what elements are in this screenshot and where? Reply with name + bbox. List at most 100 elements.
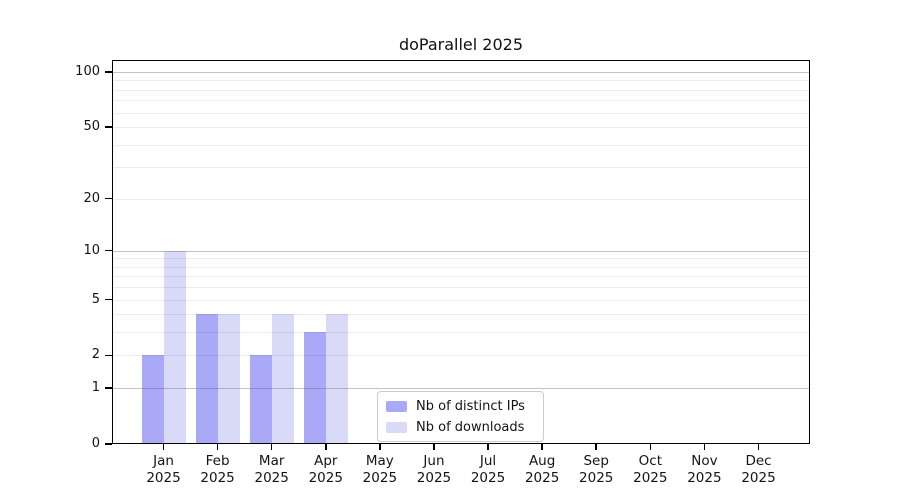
minor-gridline <box>112 167 810 169</box>
x-tick-mark <box>703 444 706 450</box>
distinct-ips-swatch-icon <box>386 400 407 412</box>
y-tick-label: 2 <box>91 347 100 363</box>
bar-jan-distinct-ips <box>141 355 164 444</box>
x-tick-month: Mar <box>258 453 285 469</box>
y-tick-mark <box>105 126 112 128</box>
minor-gridline <box>112 258 810 260</box>
chart-title: doParallel 2025 <box>398 35 524 54</box>
legend-entry-distinct-ips: Nb of distinct IPs <box>386 397 535 415</box>
y-tick-mark <box>105 298 112 301</box>
y-tick-label: 50 <box>83 118 100 134</box>
minor-gridline <box>112 112 810 114</box>
x-tick-label: Nov 2025 <box>672 453 736 487</box>
bar-feb-distinct-ips <box>195 314 218 444</box>
y-tick-label: 5 <box>91 291 100 307</box>
bar-jan-downloads <box>163 250 186 444</box>
x-tick-month: Dec <box>745 453 772 469</box>
x-tick-mark <box>433 444 435 450</box>
x-tick-mark <box>270 444 273 450</box>
y-tick-label: 10 <box>83 242 100 258</box>
x-tick-year: 2025 <box>200 470 235 486</box>
x-tick-mark <box>325 444 327 450</box>
x-tick-label: Feb 2025 <box>186 453 250 487</box>
y-tick-mark <box>105 387 112 389</box>
x-tick-month: Jul <box>479 453 497 469</box>
minor-gridline <box>112 276 810 278</box>
minor-gridline <box>112 332 810 334</box>
bar-apr-distinct-ips <box>303 332 326 444</box>
x-tick-year: 2025 <box>633 470 668 486</box>
x-tick-mark <box>541 444 543 450</box>
bar-feb-downloads <box>217 314 240 444</box>
x-tick-year: 2025 <box>470 470 506 486</box>
x-tick-month: Nov <box>691 453 718 469</box>
y-tick-mark <box>105 71 112 73</box>
minor-gridline <box>112 127 810 128</box>
x-tick-month: Oct <box>638 453 662 469</box>
x-tick-mark <box>379 444 381 450</box>
x-tick-year: 2025 <box>416 470 452 486</box>
major-gridline <box>112 250 810 252</box>
x-tick-label: Oct 2025 <box>618 453 682 487</box>
legend: Nb of distinct IPs Nb of downloads <box>377 391 544 442</box>
x-tick-month: Jan <box>153 453 174 469</box>
legend-entry-downloads: Nb of downloads <box>386 418 535 436</box>
x-tick-mark <box>595 444 597 450</box>
x-tick-mark <box>216 444 219 450</box>
y-tick-label: 20 <box>83 190 100 206</box>
x-tick-mark <box>162 444 165 450</box>
legend-label-distinct-ips: Nb of distinct IPs <box>416 398 525 414</box>
x-tick-label: Aug 2025 <box>510 453 574 487</box>
y-tick-mark <box>105 249 112 252</box>
minor-gridline <box>112 80 810 82</box>
legend-label-downloads: Nb of downloads <box>416 419 525 435</box>
x-tick-month: May <box>365 453 394 469</box>
plot-area <box>112 60 810 444</box>
minor-gridline <box>112 266 810 268</box>
major-gridline <box>112 71 810 73</box>
x-tick-label: Apr 2025 <box>294 453 358 487</box>
x-tick-year: 2025 <box>579 470 614 486</box>
x-tick-label: Jun 2025 <box>402 453 466 487</box>
minor-gridline <box>112 144 810 146</box>
x-tick-label: Mar 2025 <box>240 453 304 487</box>
y-tick-mark <box>105 197 112 200</box>
major-gridline <box>112 388 810 390</box>
x-tick-month: Feb <box>205 453 230 469</box>
minor-gridline <box>112 100 810 102</box>
x-tick-label: May 2025 <box>348 453 412 487</box>
x-tick-label: Jul 2025 <box>456 453 520 487</box>
minor-gridline <box>112 89 810 91</box>
x-tick-label: Sep 2025 <box>564 453 628 487</box>
minor-gridline <box>112 299 810 301</box>
x-tick-year: 2025 <box>146 470 181 486</box>
x-tick-month: Aug <box>528 453 556 469</box>
x-tick-year: 2025 <box>741 470 776 486</box>
x-tick-month: Jun <box>423 453 445 469</box>
x-tick-year: 2025 <box>362 470 398 486</box>
x-tick-month: Apr <box>314 453 338 469</box>
y-tick-mark <box>105 443 112 445</box>
minor-gridline <box>112 355 810 357</box>
x-tick-mark <box>757 444 760 450</box>
downloads-swatch-icon <box>386 421 407 433</box>
y-tick-label: 1 <box>91 380 100 396</box>
x-tick-year: 2025 <box>308 470 343 486</box>
x-tick-year: 2025 <box>524 470 560 486</box>
x-tick-year: 2025 <box>687 470 722 486</box>
x-tick-label: Jan 2025 <box>132 453 196 487</box>
x-tick-year: 2025 <box>254 470 289 486</box>
x-tick-mark <box>649 444 652 450</box>
y-tick-mark <box>105 354 112 357</box>
y-tick-label: 0 <box>91 436 100 451</box>
bar-mar-downloads <box>271 314 294 444</box>
y-tick-label: 100 <box>75 63 100 79</box>
bar-apr-downloads <box>325 314 348 444</box>
x-tick-mark <box>487 444 489 450</box>
minor-gridline <box>112 314 810 316</box>
x-tick-label: Dec 2025 <box>727 453 791 487</box>
minor-gridline <box>112 287 810 289</box>
bar-mar-distinct-ips <box>249 355 272 444</box>
minor-gridline <box>112 198 810 200</box>
